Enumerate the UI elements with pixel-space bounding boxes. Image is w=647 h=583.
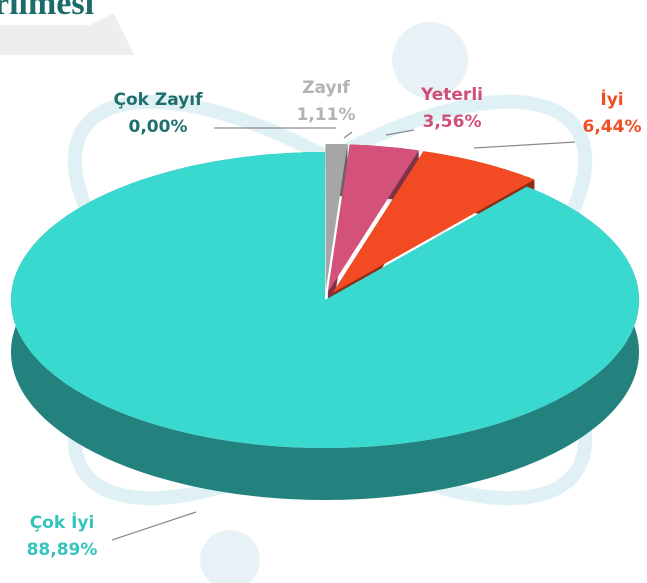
category-label: İyi <box>600 88 623 110</box>
value-label: 1,11% <box>297 105 356 125</box>
category-label: Çok İyi <box>30 511 95 533</box>
value-label: 6,44% <box>583 117 642 137</box>
value-label: 0,00% <box>129 117 188 137</box>
leader-line <box>474 142 575 148</box>
chart-title: rilmesi <box>0 0 94 22</box>
leader-line <box>344 132 352 138</box>
leader-line <box>112 512 196 540</box>
category-label: Çok Zayıf <box>114 90 204 110</box>
chart: rilmesi Çok Zayıf 0,00% Zayıf 1,11% Yeterli 3… <box>0 0 647 583</box>
slice <box>11 152 639 448</box>
category-label: Yeterli <box>420 85 483 105</box>
value-label: 3,56% <box>423 112 482 132</box>
pie <box>11 144 639 500</box>
category-label: Zayıf <box>302 78 350 98</box>
value-label: 88,89% <box>27 540 98 560</box>
